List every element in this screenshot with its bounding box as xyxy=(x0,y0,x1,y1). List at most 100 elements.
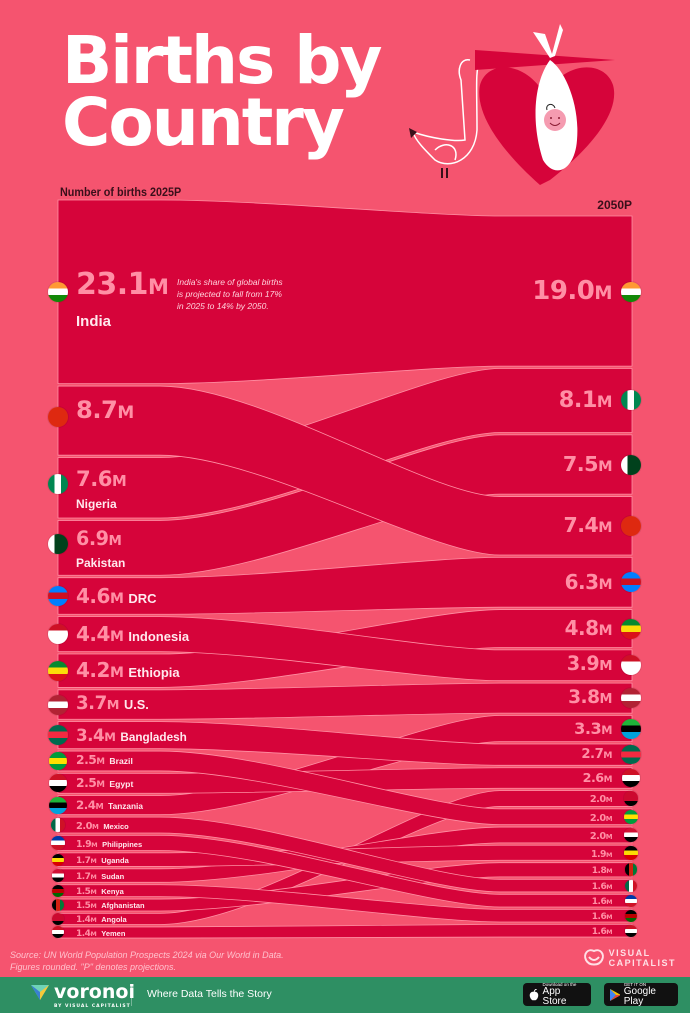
country-name: Nigeria xyxy=(76,497,117,512)
left-label: 1.4M Yemen xyxy=(76,927,125,941)
unit-label: M xyxy=(90,858,97,866)
left-value: 2.4M xyxy=(76,797,104,812)
right-label: 6.3M xyxy=(565,570,613,597)
country-name: Uganda xyxy=(101,856,129,866)
right-value: 2.6M xyxy=(582,771,613,787)
left-label: 23.1M India xyxy=(76,267,169,337)
right-label: 2.0M xyxy=(590,792,613,807)
unit-label: M xyxy=(109,665,124,682)
unit-label: M xyxy=(148,275,169,300)
country-name: Ethiopia xyxy=(128,665,180,681)
left-value: 2.0M xyxy=(76,820,99,832)
right-value: 1.6M xyxy=(591,897,613,908)
flag-afghanistan-icon xyxy=(52,899,64,912)
right-value: 1.8M xyxy=(591,866,613,877)
footer-divider xyxy=(131,984,132,1006)
voronoi-wordmark: voronoi xyxy=(54,981,135,1003)
app-store-big-text: App Store xyxy=(542,986,567,1007)
flag-brazil-icon xyxy=(49,752,67,770)
country-name: Afghanistan xyxy=(101,901,145,911)
right-label: 2.0M xyxy=(590,829,613,844)
right-value: 1.6M xyxy=(591,882,613,893)
unit-label: M xyxy=(96,779,105,790)
flag-uganda-icon xyxy=(51,853,65,866)
footer-bar: voronoi BY VISUAL CAPITALIST Where Data … xyxy=(0,977,690,1013)
right-value: 2.0M xyxy=(589,812,613,824)
flag-tanzania-icon xyxy=(49,796,67,814)
flag-bangladesh-icon xyxy=(48,725,68,746)
country-name: India xyxy=(76,312,112,330)
unit-label: M xyxy=(598,576,613,593)
left-label: 1.5M Afghanistan xyxy=(76,899,145,913)
flag-nigeria-icon xyxy=(48,473,68,494)
unit-label: M xyxy=(599,659,612,675)
left-label: 2.4M Tanzania xyxy=(76,798,143,814)
unit-label: M xyxy=(606,884,612,892)
left-value: 6.9M xyxy=(76,527,122,551)
app-store-button[interactable]: Download on the App Store xyxy=(523,982,591,1007)
flag-china-icon xyxy=(621,515,641,536)
right-value: 3.8M xyxy=(568,686,613,708)
unit-label: M xyxy=(598,623,613,640)
baby-bundle-icon xyxy=(533,24,578,171)
unit-label: M xyxy=(96,757,105,768)
country-name: Angola xyxy=(101,915,127,925)
axis-label-2025: Number of births 2025P xyxy=(60,185,182,199)
flag-angola-icon xyxy=(52,912,64,925)
flag-india-icon xyxy=(621,282,641,302)
left-label: 3.4M Bangladesh xyxy=(76,725,187,748)
india-annotation: India's share of global births is projec… xyxy=(177,277,283,311)
source-line-2: Figures rounded. "P" denotes projections… xyxy=(10,962,176,972)
right-label: 7.4M xyxy=(564,513,613,541)
unit-label: M xyxy=(90,873,97,881)
brand-line-2: CAPITALIST xyxy=(608,958,676,968)
left-value: 1.5M xyxy=(76,887,97,898)
left-label: 4.6M DRC xyxy=(76,584,157,611)
right-label: 3.9M xyxy=(567,652,613,679)
left-value: 4.4M xyxy=(76,621,124,646)
band-india xyxy=(57,199,633,385)
band-china xyxy=(57,385,633,556)
right-label: 1.6M xyxy=(592,910,613,924)
unit-label: M xyxy=(601,723,612,737)
flag-brazil-icon xyxy=(623,809,639,824)
stork-icon xyxy=(412,59,481,165)
google-play-button[interactable]: GET IT ON Google Play xyxy=(604,982,678,1007)
left-label: 1.7M Sudan xyxy=(76,870,124,884)
voronoi-logo[interactable]: voronoi BY VISUAL CAPITALIST xyxy=(30,981,135,1009)
left-label: 1.5M Kenya xyxy=(76,885,124,899)
flag-kenya-icon xyxy=(52,884,64,897)
flag-tanzania-icon xyxy=(621,718,641,739)
visual-capitalist-logo[interactable]: VISUAL CAPITALIST xyxy=(583,948,676,968)
left-label: 2.0M Mexico xyxy=(76,819,129,834)
right-label: 1.9M xyxy=(591,847,612,861)
unit-label: M xyxy=(603,775,613,786)
unit-label: M xyxy=(599,691,613,707)
left-value: 23.1M xyxy=(76,267,169,303)
left-value: 1.4M xyxy=(76,928,97,939)
country-name: Egypt xyxy=(109,778,134,789)
flag-yemen-icon xyxy=(52,926,64,939)
flag-ethiopia-icon xyxy=(621,618,641,639)
right-label: 1.8M xyxy=(591,864,613,878)
right-value: 4.8M xyxy=(564,616,613,641)
left-label: 8.7M xyxy=(76,398,134,426)
flag-india-icon xyxy=(48,281,68,302)
unit-label: M xyxy=(90,930,97,938)
band-brazil xyxy=(57,750,633,826)
right-label: 3.8M xyxy=(568,687,612,711)
right-label: 1.6M xyxy=(591,895,613,909)
right-value: 19.0M xyxy=(532,275,612,306)
source-line-1: Source: UN World Population Prospects 20… xyxy=(10,950,284,960)
right-value: 8.1M xyxy=(558,386,613,413)
flag-philippines-icon xyxy=(51,836,65,850)
left-label: 1.4M Angola xyxy=(76,913,127,927)
right-value: 1.6M xyxy=(591,927,613,938)
flag-mexico-icon xyxy=(50,817,66,833)
unit-label: M xyxy=(111,472,127,490)
left-label: 2.5M Brazil xyxy=(76,753,133,770)
country-name: DRC xyxy=(128,590,157,606)
unit-label: M xyxy=(109,628,124,645)
unit-label: M xyxy=(106,698,120,714)
right-label: 4.8M xyxy=(564,616,613,643)
